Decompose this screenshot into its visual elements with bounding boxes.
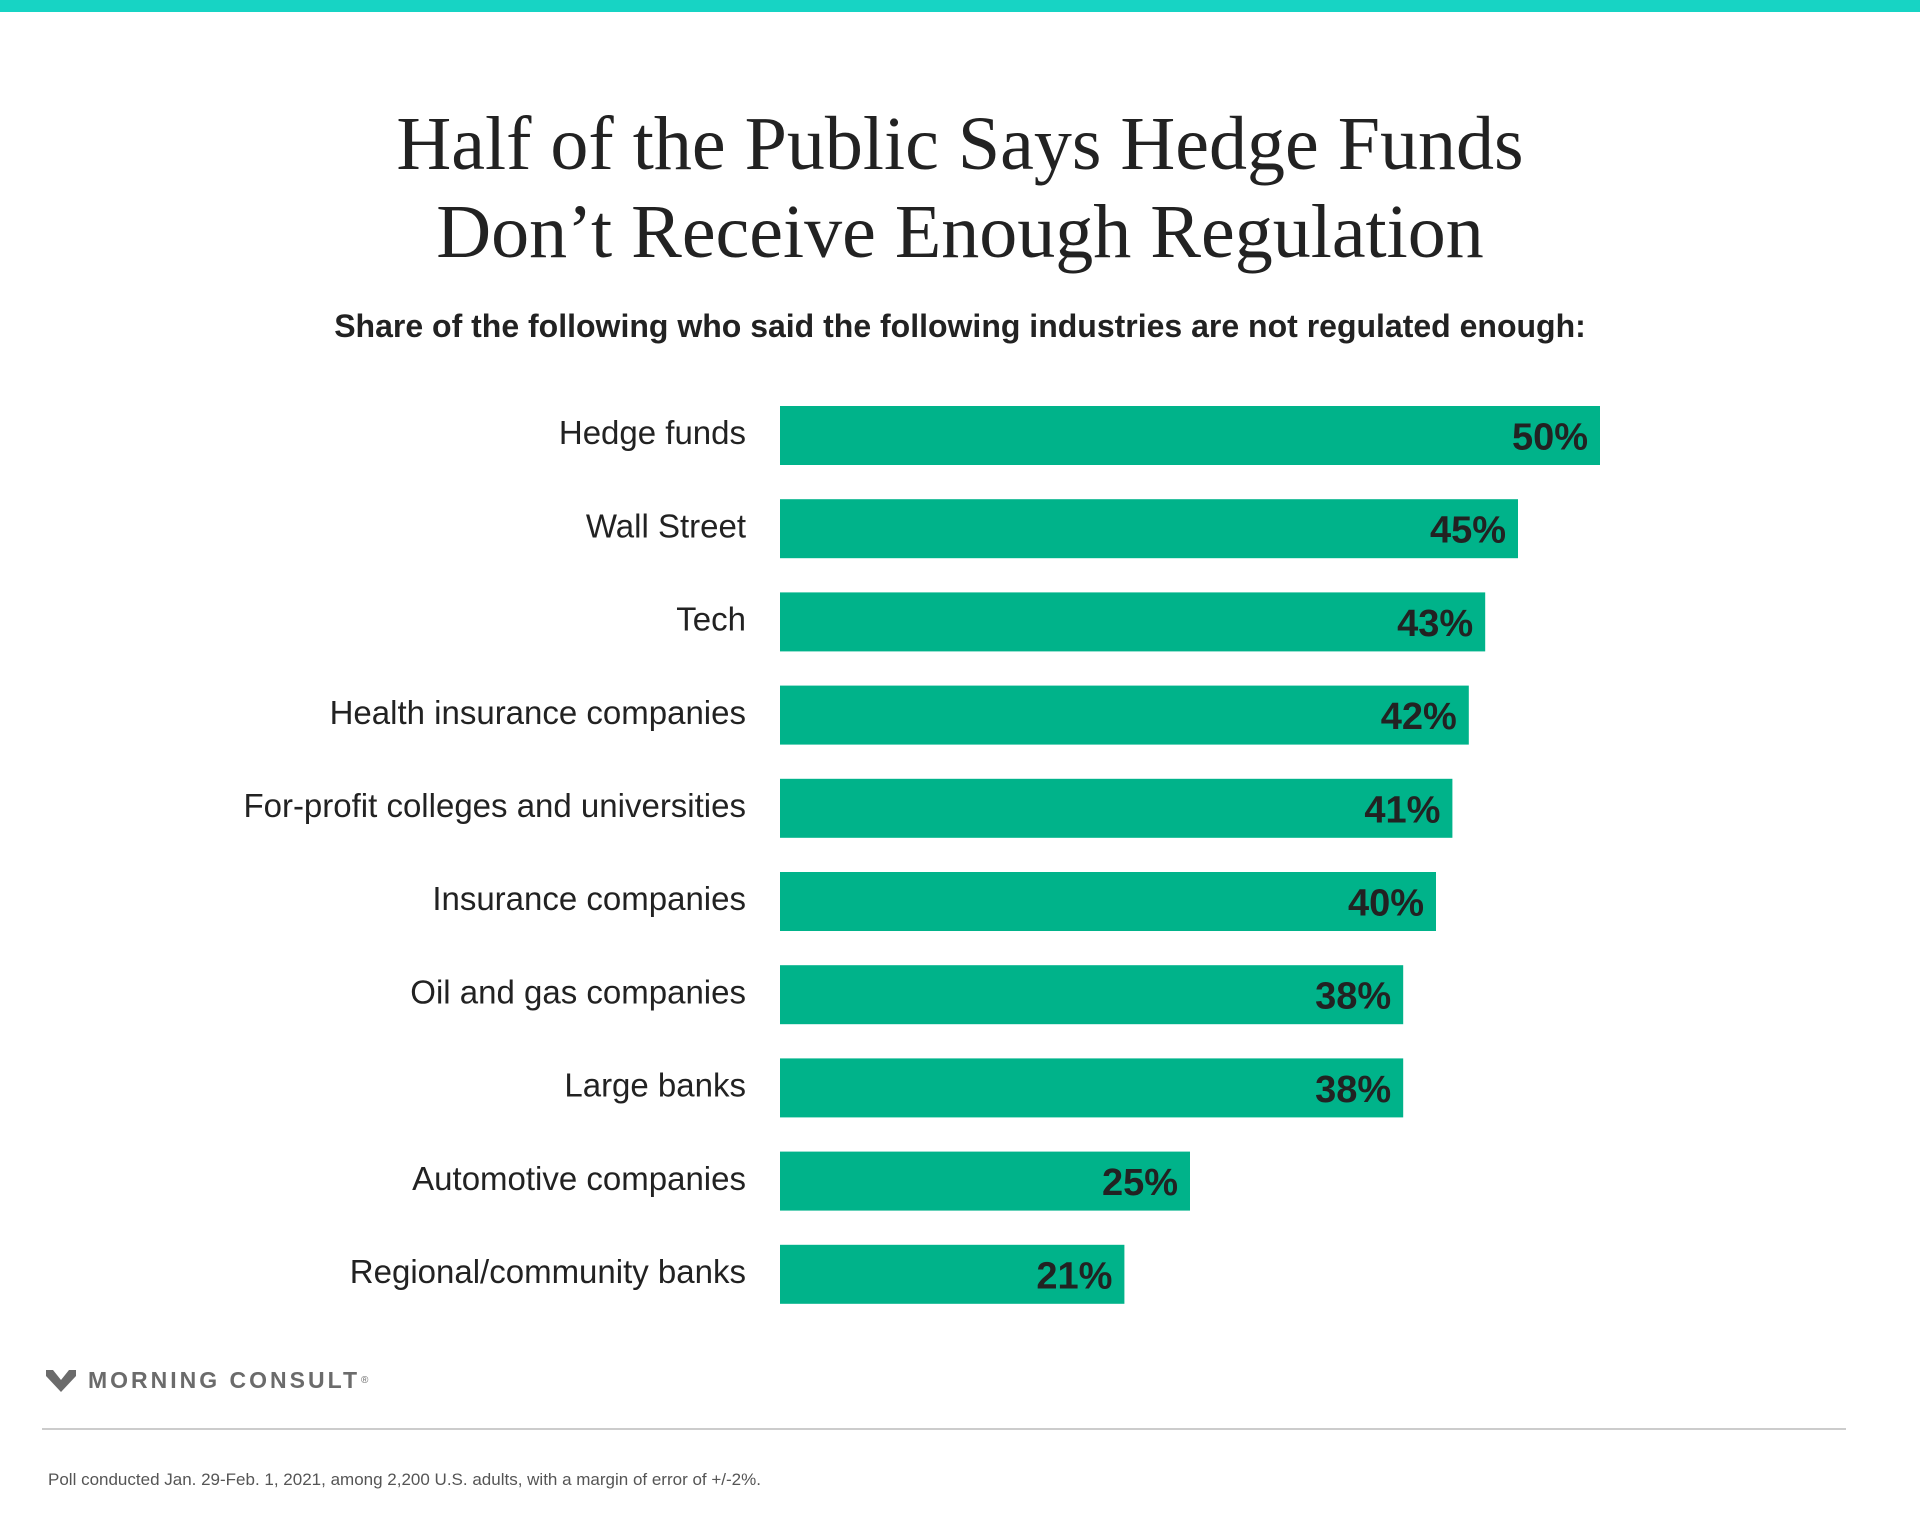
bar: [780, 499, 1518, 559]
value-label: 43%: [1397, 603, 1473, 645]
bar-row: Large banks 38%: [564, 1058, 1404, 1118]
value-label: 42%: [1381, 696, 1457, 738]
bar: [780, 1244, 1125, 1304]
bar-row: Automotive companies 25%: [412, 1151, 1190, 1211]
bar-row: Tech 43%: [676, 592, 1486, 652]
category-label: Insurance companies: [432, 880, 746, 917]
bar-row: Wall Street 45%: [586, 499, 1518, 559]
value-label: 45%: [1430, 510, 1506, 552]
bar: [780, 1151, 1190, 1211]
footer-divider: [42, 1428, 1846, 1430]
brand-registered-mark: ®: [361, 1374, 369, 1386]
category-label: Automotive companies: [412, 1160, 746, 1197]
category-label: Health insurance companies: [330, 694, 746, 731]
value-label: 38%: [1315, 976, 1391, 1018]
value-label: 41%: [1364, 789, 1440, 831]
bar: [780, 1058, 1404, 1118]
category-label: Hedge funds: [559, 414, 746, 451]
brand-logo: MORNING CONSULT ®: [46, 1362, 368, 1398]
chart-title-line-2: Don’t Receive Enough Regulation: [436, 190, 1484, 274]
brand-name: MORNING CONSULT: [88, 1366, 361, 1393]
category-label: For-profit colleges and universities: [243, 787, 746, 824]
chart-title: Half of the Public Says Hedge Funds Don’…: [0, 100, 1920, 276]
value-label: 38%: [1315, 1069, 1391, 1111]
bar: [780, 592, 1486, 652]
bar: [780, 965, 1404, 1025]
bar-row: Insurance companies 40%: [432, 872, 1436, 931]
bar: [780, 778, 1453, 838]
category-label: Tech: [676, 601, 746, 638]
morning-consult-logo-icon: [46, 1370, 76, 1392]
category-label: Regional/community banks: [350, 1253, 746, 1290]
value-label: 21%: [1036, 1255, 1112, 1297]
bar: [780, 872, 1436, 931]
value-label: 50%: [1512, 417, 1588, 459]
bar-row: Health insurance companies 42%: [330, 685, 1469, 745]
top-accent-bar: [0, 0, 1920, 12]
category-label: Large banks: [564, 1067, 746, 1104]
chart-title-line-1: Half of the Public Says Hedge Funds: [396, 102, 1524, 186]
chart-subtitle: Share of the following who said the foll…: [334, 308, 1586, 344]
bar: [780, 406, 1600, 465]
poll-footnote: Poll conducted Jan. 29-Feb. 1, 2021, amo…: [48, 1470, 761, 1489]
bar-row: Regional/community banks 21%: [350, 1244, 1125, 1304]
bar-row: Hedge funds 50%: [559, 406, 1600, 465]
bar-row: For-profit colleges and universities 41%: [243, 778, 1453, 838]
bar: [780, 685, 1469, 745]
category-label: Oil and gas companies: [410, 973, 746, 1010]
bar-chart: Hedge funds 50% Wall Street 45% Tech 43% Healt…: [243, 406, 1600, 1304]
category-label: Wall Street: [586, 507, 746, 544]
bar-row: Oil and gas companies 38%: [410, 965, 1404, 1025]
value-label: 40%: [1348, 883, 1424, 925]
value-label: 25%: [1102, 1162, 1178, 1204]
